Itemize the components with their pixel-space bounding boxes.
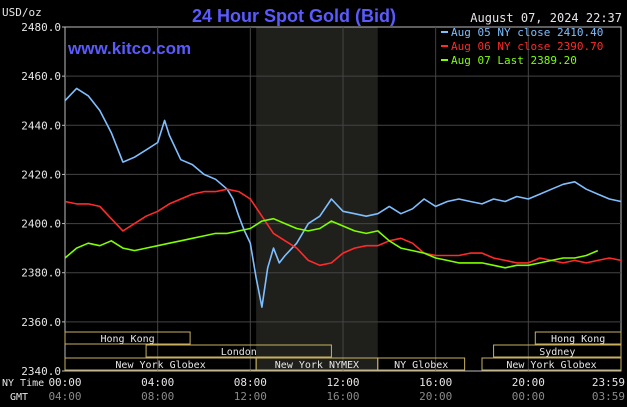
session-label: NY Globex	[394, 360, 448, 371]
x-tick-label-gmt: 04:00	[48, 390, 81, 403]
nymex-session-shade	[256, 27, 378, 371]
y-axis-ticks: 2480.0 2460.0 2440.0 2420.0 2400.0 2380.0 2360…	[21, 21, 65, 378]
session-label: Hong Kong	[551, 334, 605, 345]
session-label: New York Globex	[115, 360, 205, 371]
session-bands: Hong Kong Hong Kong London Sydney New York G…	[64, 331, 622, 371]
x-tick-label-ny: 04:00	[141, 376, 174, 389]
gmt-row-label: GMT	[10, 392, 28, 403]
x-tick-label-gmt: 20:00	[419, 390, 452, 403]
x-tick-label-gmt: 12:00	[234, 390, 267, 403]
x-tick-label-gmt: 16:00	[326, 390, 359, 403]
legend-entry: Aug 05 NY close 2410.40	[451, 26, 603, 39]
y-tick-label: 2440.0	[21, 119, 61, 132]
y-tick-label: 2380.0	[21, 267, 61, 280]
y-tick-label: 2420.0	[21, 168, 61, 181]
x-tick-label-ny: 20:00	[512, 376, 545, 389]
x-tick-label-ny: 00:00	[48, 376, 81, 389]
series-line	[64, 188, 622, 267]
x-tick-label-gmt: 08:00	[141, 390, 174, 403]
gridlines	[65, 27, 621, 371]
x-tick-label-ny: 08:00	[234, 376, 267, 389]
y-tick-label: 2480.0	[21, 21, 61, 34]
y-tick-label: 2400.0	[21, 218, 61, 231]
session-label: Sydney	[539, 347, 575, 358]
y-tick-label: 2340.0	[21, 365, 61, 378]
session-band	[64, 331, 191, 345]
session-label: London	[221, 347, 257, 358]
session-band	[377, 357, 466, 371]
session-band	[145, 344, 332, 358]
session-band	[481, 357, 622, 371]
session-band	[493, 344, 622, 358]
y-tick-label: 2460.0	[21, 70, 61, 83]
x-tick-label-ny: 23:59	[592, 376, 625, 389]
y-axis-unit-label: USD/oz	[2, 6, 42, 19]
x-tick-label-ny: 16:00	[419, 376, 452, 389]
x-tick-label-gmt: 00:00	[512, 390, 545, 403]
series-line	[64, 87, 622, 308]
session-band	[534, 331, 622, 345]
ny-time-row-label: NY Time	[2, 378, 44, 389]
session-label: New York NYMEX	[275, 360, 359, 371]
y-tick-label: 2360.0	[21, 316, 61, 329]
x-tick-label-ny: 12:00	[326, 376, 359, 389]
session-label: Hong Kong	[100, 334, 154, 345]
x-tick-label-gmt: 03:59	[592, 390, 625, 403]
x-axis-ticks: 00:00 04:00 08:00 12:00 16:00 20:00 23:5904:00…	[48, 376, 625, 403]
session-label: New York Globex	[506, 360, 596, 371]
legend-entry: Aug 07 Last 2389.20	[451, 54, 577, 67]
watermark-url: www.kitco.com	[67, 39, 191, 58]
legend-entry: Aug 06 NY close 2390.70	[451, 40, 603, 53]
series-line	[64, 217, 599, 269]
chart-title: 24 Hour Spot Gold (Bid)	[192, 6, 396, 26]
price-series	[64, 87, 622, 308]
timestamp: August 07, 2024 22:37	[470, 11, 622, 25]
